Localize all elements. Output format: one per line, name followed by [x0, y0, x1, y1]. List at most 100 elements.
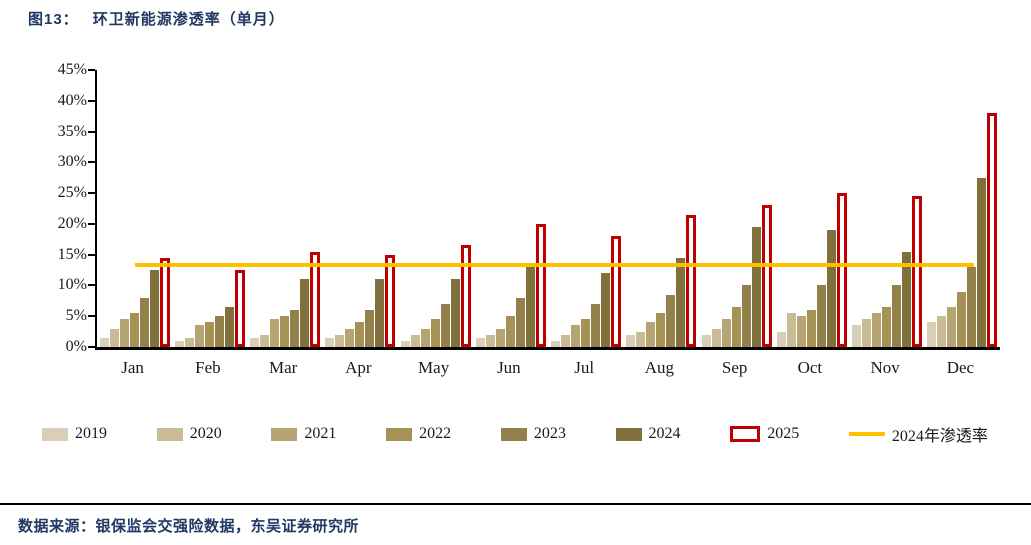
- y-axis-label: 30%: [57, 153, 87, 171]
- bar-2021-feb: [194, 325, 204, 347]
- bar-2019-aug: [626, 334, 636, 347]
- figure-title-text: 环卫新能源渗透率（单月）: [92, 11, 285, 28]
- x-axis-label-jun: Jun: [497, 358, 521, 377]
- bar-2021-jul: [571, 325, 581, 347]
- bar-group-jan: [99, 70, 170, 347]
- bar-group-dec: [927, 70, 998, 347]
- y-axis-tick: [88, 284, 95, 287]
- bar-2022-feb: [204, 322, 214, 347]
- bar-2021-jan: [119, 319, 129, 347]
- x-axis-label-may: May: [418, 358, 450, 377]
- legend-swatch-reference-line: [848, 432, 885, 436]
- bar-2020-may: [410, 334, 420, 347]
- x-axis-label-jul: Jul: [574, 358, 595, 377]
- bar-2022-apr: [355, 322, 365, 347]
- y-axis-label: 35%: [57, 122, 87, 140]
- bar-2020-nov: [862, 319, 872, 347]
- bar-2020-aug: [636, 331, 646, 347]
- plot-area: [88, 69, 1000, 350]
- bar-2024-feb: [224, 307, 234, 347]
- bar-2025-apr: [385, 254, 396, 347]
- x-axis-label-jan: Jan: [121, 358, 144, 377]
- legend-label-2021: 2021: [304, 425, 337, 442]
- bar-2023-mar: [290, 310, 300, 347]
- bar-2025-feb: [234, 270, 245, 347]
- legend-swatch-2022: [386, 427, 413, 441]
- legend-swatch-2020: [156, 427, 183, 441]
- bar-2022-jul: [581, 319, 591, 347]
- y-axis: 0% 5% 10% 15% 20% 25% 30% 35% 40% 45%: [40, 61, 95, 355]
- bar-2022-jan: [129, 313, 139, 347]
- bar-2025-jun: [535, 223, 546, 347]
- bar-2020-jul: [561, 334, 571, 347]
- bar-2021-sep: [721, 319, 731, 347]
- x-axis-label-apr: Apr: [345, 358, 372, 377]
- bar-2021-dec: [947, 307, 957, 347]
- bar-group-aug: [626, 70, 697, 347]
- legend-item-2024: 2024: [615, 425, 681, 443]
- bar-2019-nov: [852, 325, 862, 347]
- bar-2020-mar: [260, 334, 270, 347]
- y-axis-tick: [88, 192, 95, 195]
- x-axis-label-aug: Aug: [644, 358, 675, 377]
- y-axis-tick: [88, 69, 95, 71]
- bar-2020-oct: [786, 313, 796, 347]
- bar-2022-oct: [806, 310, 816, 347]
- figure-number: 图13：: [28, 11, 79, 28]
- y-axis-tick: [88, 346, 95, 348]
- y-axis-tick: [88, 99, 95, 102]
- reference-line-2024-rate: [135, 262, 974, 267]
- legend-item-2020: 2020: [156, 425, 222, 443]
- bar-2019-mar: [250, 337, 260, 347]
- legend-item-2022: 2022: [386, 425, 451, 443]
- bar-2019-feb: [174, 340, 184, 347]
- legend-label-2020: 2020: [189, 425, 222, 442]
- bar-2024-apr: [375, 279, 385, 347]
- bar-2020-apr: [335, 334, 345, 347]
- bar-group-mar: [250, 70, 321, 347]
- bar-2025-mar: [310, 251, 321, 347]
- bar-2022-jun: [505, 316, 515, 347]
- bar-group-oct: [776, 70, 847, 347]
- y-axis-label: 10%: [57, 276, 87, 294]
- bar-2022-sep: [731, 307, 741, 347]
- bar-2025-dec: [987, 113, 998, 347]
- bar-2024-mar: [300, 279, 310, 347]
- bar-group-apr: [325, 70, 396, 347]
- bar-2023-aug: [666, 294, 676, 347]
- footer-divider: [0, 503, 1031, 505]
- bar-group-jul: [551, 70, 622, 347]
- legend-item-2025: 2025: [730, 425, 799, 443]
- y-axis-label: 15%: [57, 245, 87, 263]
- legend-label-2025: 2025: [767, 425, 800, 442]
- bar-2021-aug: [646, 322, 656, 347]
- y-axis-tick: [88, 315, 95, 318]
- bar-2020-dec: [937, 316, 947, 347]
- bar-2025-jan: [159, 257, 170, 347]
- chart: 0% 5% 10% 15% 20% 25% 30% 35% 40% 45%: [40, 61, 1000, 355]
- bar-group-feb: [174, 70, 245, 347]
- y-axis-label: 40%: [57, 91, 87, 109]
- bar-2022-mar: [280, 316, 290, 347]
- bar-2020-feb: [184, 337, 194, 347]
- legend: 2019 2020 2021 2022 2023 2024 2025 2024年渗透率: [42, 422, 988, 446]
- legend-swatch-2024: [615, 427, 642, 441]
- legend-swatch-2023: [500, 427, 527, 441]
- x-axis-label-sep: Sep: [721, 358, 748, 377]
- bar-2023-may: [440, 303, 450, 347]
- figure-title: 图13： 环卫新能源渗透率（单月）: [28, 8, 285, 29]
- legend-item-2019: 2019: [42, 425, 107, 443]
- bar-2024-oct: [826, 230, 836, 347]
- y-axis-label: 45%: [57, 61, 87, 78]
- bar-2025-oct: [836, 193, 847, 347]
- bar-group-jun: [475, 70, 546, 347]
- legend-label-2023: 2023: [533, 425, 566, 442]
- x-axis-label-nov: Nov: [870, 358, 900, 377]
- bar-2022-nov: [882, 307, 892, 347]
- x-axis-label-oct: Oct: [797, 358, 823, 377]
- bar-2019-dec: [927, 322, 937, 347]
- bar-2019-may: [400, 340, 410, 347]
- legend-swatch-2021: [271, 427, 298, 441]
- bar-group-sep: [701, 70, 772, 347]
